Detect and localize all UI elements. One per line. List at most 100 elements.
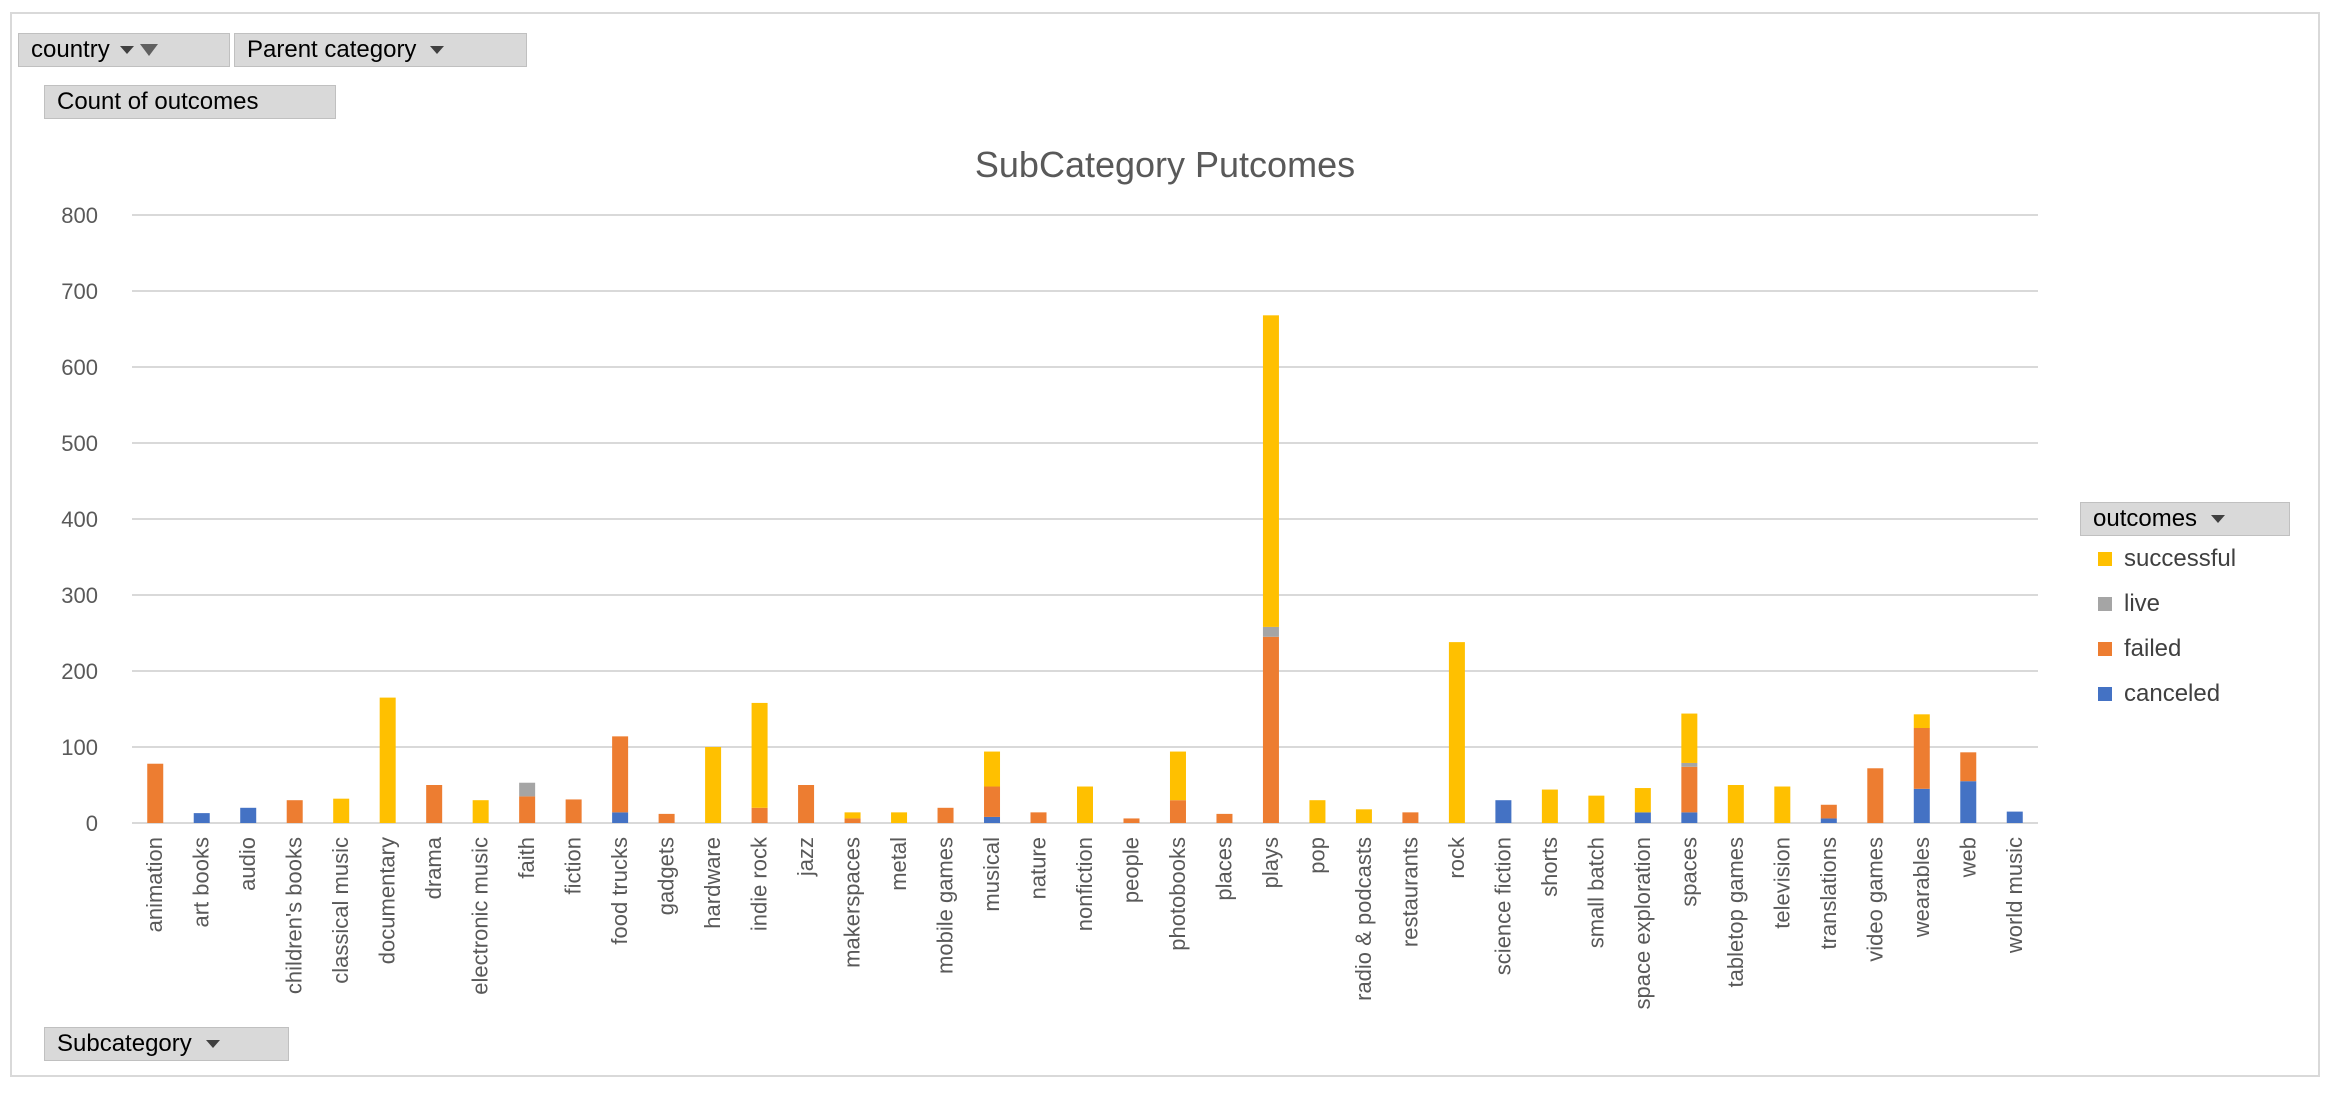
- bar-live: [1681, 762, 1698, 767]
- bar-successful: [1913, 714, 1930, 728]
- bar-successful: [1541, 789, 1558, 823]
- y-tick-label: 200: [61, 659, 98, 684]
- x-tick-label: places: [1211, 837, 1236, 901]
- bar-successful: [1681, 713, 1698, 763]
- bar-failed: [1402, 812, 1419, 823]
- bar-successful: [1169, 751, 1186, 801]
- x-tick-label: animation: [142, 837, 167, 932]
- x-tick-label: people: [1118, 837, 1143, 903]
- legend-swatch-canceled: [2098, 687, 2112, 701]
- bar-failed: [612, 736, 629, 813]
- bar-successful: [1077, 786, 1093, 823]
- chart-frame: [10, 12, 2320, 1077]
- value-field-label: Count of outcomes: [57, 88, 259, 115]
- bar-canceled: [1681, 812, 1698, 823]
- x-tick-label: television: [1769, 837, 1794, 929]
- legend-swatch-failed: [2098, 642, 2112, 656]
- x-tick-label: classical music: [328, 837, 353, 984]
- x-tick-label: video games: [1862, 837, 1887, 962]
- bar-live: [519, 782, 536, 797]
- x-tick-label: translations: [1816, 837, 1841, 950]
- bar-live: [1262, 626, 1279, 637]
- y-tick-label: 400: [61, 507, 98, 532]
- bar-canceled: [1634, 812, 1651, 823]
- bar-failed: [937, 807, 954, 823]
- bar-failed: [1867, 768, 1884, 823]
- bar-successful: [379, 697, 396, 823]
- x-tick-label: plays: [1258, 837, 1283, 888]
- legend-label-canceled: canceled: [2124, 680, 2220, 707]
- chevron-down-icon: [430, 46, 445, 54]
- value-field-button[interactable]: Count of outcomes: [44, 85, 336, 119]
- bar-canceled: [240, 807, 257, 823]
- x-tick-label: food trucks: [607, 837, 632, 945]
- x-tick-label: metal: [886, 837, 911, 891]
- gridlines: [132, 214, 2038, 824]
- bar-successful: [751, 702, 768, 808]
- bar-canceled: [2006, 811, 2023, 823]
- country-filter-button[interactable]: country: [18, 33, 230, 67]
- bar-failed: [1262, 636, 1279, 823]
- x-tick-label: shorts: [1537, 837, 1562, 897]
- bar-failed: [565, 799, 582, 823]
- bar-failed: [844, 818, 861, 823]
- x-tick-label: art books: [189, 837, 214, 928]
- x-tick-label: indie rock: [747, 836, 772, 931]
- bar-failed: [1216, 813, 1233, 823]
- legend-label-successful: successful: [2124, 545, 2236, 572]
- x-tick-label: small batch: [1583, 837, 1608, 948]
- bar-failed: [1913, 728, 1930, 789]
- x-tick-label: drama: [421, 836, 446, 899]
- x-tick-label: rock: [1444, 836, 1469, 879]
- bar-failed: [1169, 800, 1186, 823]
- x-tick-label: hardware: [700, 837, 725, 929]
- chart-title: SubCategory Putcomes: [975, 144, 1355, 185]
- x-tick-label: pop: [1304, 837, 1329, 874]
- bar-canceled: [1495, 800, 1512, 823]
- x-axis-ticks: animation art books audio children's books c…: [142, 836, 2027, 1009]
- bar-successful: [984, 751, 1001, 787]
- legend: successful live failed canceled: [2098, 545, 2236, 707]
- bar-successful: [1774, 786, 1791, 823]
- x-tick-label: wearables: [1909, 837, 1934, 938]
- subcategory-field-label: Subcategory: [57, 1030, 192, 1057]
- x-tick-label: nature: [1026, 837, 1051, 899]
- x-tick-label: gadgets: [654, 837, 679, 915]
- bar-successful: [1262, 315, 1279, 627]
- bar-failed: [658, 813, 675, 823]
- x-tick-label: musical: [979, 837, 1004, 912]
- parent-category-filter-button[interactable]: Parent category: [234, 33, 527, 67]
- x-tick-label: jazz: [793, 837, 818, 877]
- chevron-down-icon: [205, 1040, 220, 1048]
- bar-failed: [147, 763, 164, 823]
- outcomes-legend-field-button[interactable]: outcomes: [2080, 502, 2290, 536]
- bar-canceled: [1820, 818, 1837, 823]
- bar-failed: [519, 796, 536, 823]
- bar-successful: [1309, 800, 1326, 823]
- y-tick-label: 300: [61, 583, 98, 608]
- x-tick-label: science fiction: [1490, 837, 1515, 975]
- x-tick-label: fiction: [561, 837, 586, 894]
- bar-failed: [286, 800, 303, 823]
- bar-successful: [1355, 809, 1372, 823]
- legend-label-failed: failed: [2124, 635, 2181, 662]
- bar-failed: [1960, 752, 1977, 782]
- x-tick-label: world music: [2002, 837, 2027, 954]
- legend-swatch-successful: [2098, 552, 2112, 566]
- y-axis-ticks: 0 100 200 300 400 500 600 700 800: [61, 203, 98, 836]
- x-tick-label: children's books: [282, 837, 307, 994]
- y-tick-label: 0: [86, 811, 98, 836]
- x-tick-label: web: [1955, 837, 1980, 878]
- bars: [147, 315, 2023, 823]
- legend-label-live: live: [2124, 590, 2160, 617]
- bar-successful: [1727, 785, 1744, 823]
- bar-successful: [844, 812, 861, 819]
- chevron-down-icon: [2211, 515, 2226, 523]
- filter-funnel-icon: [139, 44, 158, 56]
- subcategory-field-button[interactable]: Subcategory: [44, 1027, 289, 1061]
- y-tick-label: 500: [61, 431, 98, 456]
- x-tick-label: restaurants: [1397, 837, 1422, 947]
- bar-successful: [1588, 795, 1605, 823]
- bar-canceled: [984, 816, 1001, 823]
